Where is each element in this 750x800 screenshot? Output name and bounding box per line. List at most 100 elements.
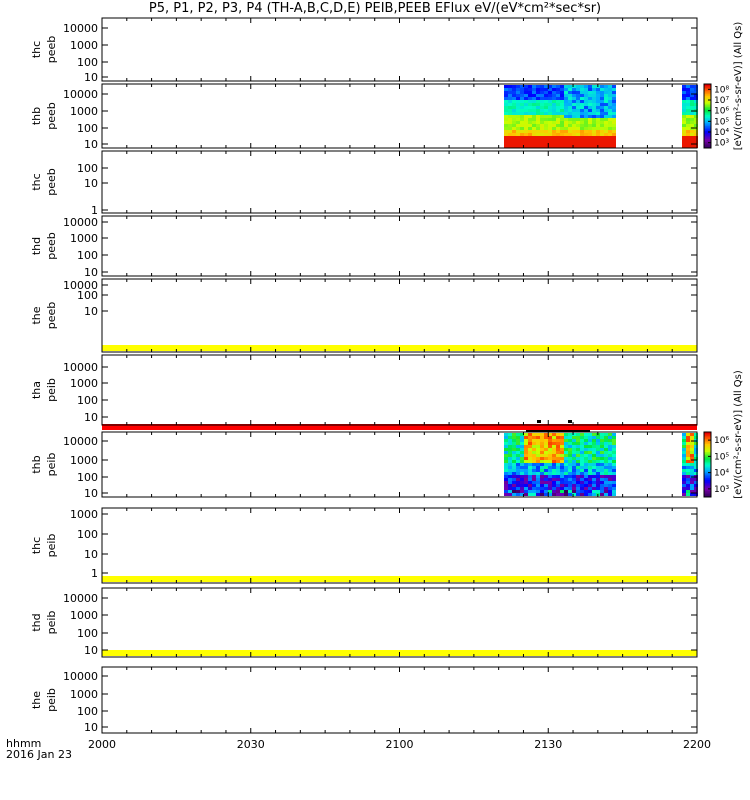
spectrogram-cell [540,133,544,136]
spectrogram-cell [682,94,686,97]
spectrogram-cell [592,145,596,148]
spectrogram-cell [576,136,580,139]
spectrogram-cell [694,466,698,469]
spectrogram-cell [520,493,524,496]
spectrogram-cell [694,463,698,466]
spectrogram-cell [604,118,608,121]
spectrogram-cell [612,460,616,463]
spectrogram-cell [532,127,536,130]
y-tick-label: 100 [77,249,98,262]
spectrogram-cell [532,118,536,121]
spectrogram-cell [540,94,544,97]
spectrogram-cell [524,442,528,445]
spectrogram-cell [682,436,686,439]
spectrogram-cell [584,130,588,133]
spectrogram-cell [584,139,588,142]
spectrogram-cell [576,463,580,466]
spectrogram-cell [508,490,512,493]
spectrogram-cell [532,85,536,88]
spectrogram-cell [596,472,600,475]
spectrogram-cell [560,139,564,142]
spectrogram-cell [528,454,532,457]
spectrogram-cell [580,115,584,118]
spectrogram-cell [552,436,556,439]
spectrogram-cell [568,133,572,136]
spectrogram-cell [552,97,556,100]
spectrogram-cell [556,448,560,451]
spectrogram-cell [540,442,544,445]
spectrogram-cell [524,106,528,109]
spectrogram-cell [604,451,608,454]
spectrogram-cell [548,109,552,112]
spectrogram-cell [572,130,576,133]
spectrogram-cell [596,121,600,124]
spectrogram-cell [560,463,564,466]
spectrogram-cell [532,94,536,97]
spectrogram-cell [556,472,560,475]
panel-label-product: peib [45,378,58,402]
spectrogram-cell [556,136,560,139]
spectrogram-cell [520,139,524,142]
spectrogram-cell [508,88,512,91]
spectrogram-cell [552,133,556,136]
spectrogram-cell [596,475,600,478]
spectrogram-cell [532,130,536,133]
spectrogram-cell [508,103,512,106]
spectrogram-cell [604,139,608,142]
spectrogram-cell [564,85,568,88]
spectrogram-cell [512,484,516,487]
spectrogram-cell [604,469,608,472]
spectrogram-cell [568,493,572,496]
spectrogram-cell [584,145,588,148]
panel-label-product: peib [45,534,58,558]
y-tick-label: 100 [77,471,98,484]
spectrogram-cell [564,139,568,142]
spectrogram-cell [556,124,560,127]
spectrogram-cell [532,109,536,112]
spectrogram-cell [682,91,686,94]
spectrogram-cell [544,109,548,112]
spectrogram-cell [600,478,604,481]
spectrogram-cell [572,478,576,481]
spectrogram-cell [536,481,540,484]
colorbar-cell [704,471,711,474]
spectrogram-cell [592,121,596,124]
spectrogram-cell [564,484,568,487]
spectrogram-cell [584,94,588,97]
spectrogram-cell [520,85,524,88]
spectrogram-cell [608,112,612,115]
spectrogram-cell [572,121,576,124]
spectrogram-cell [686,106,690,109]
spectrogram-cell [596,490,600,493]
spectrogram-cell [584,460,588,463]
spectrogram-cell [512,109,516,112]
spectrogram-cell [508,145,512,148]
spectrogram-cell [512,121,516,124]
spectrogram-cell [564,490,568,493]
spectrogram-cell [682,442,686,445]
colorbar-cell [704,446,711,449]
spectrogram-cell [504,124,508,127]
spectrogram-cell [604,475,608,478]
spectrogram-cell [572,109,576,112]
spectrogram-cell [584,115,588,118]
spectrogram-cell [686,127,690,130]
spectrogram-cell [580,442,584,445]
spectrogram-cell [504,133,508,136]
spectrogram-cell [520,124,524,127]
spectrogram-panel-4 [101,215,698,277]
spectrogram-cell [552,94,556,97]
spectrogram-cell [592,472,596,475]
spectrogram-cell [572,484,576,487]
colorbar-cell [704,474,711,477]
spectrogram-cell [508,451,512,454]
colorbar-cell [704,130,711,133]
spectrogram-cell [584,469,588,472]
spectrogram-cell [690,460,694,463]
spectrogram-cell [686,442,690,445]
spectrogram-cell [564,106,568,109]
spectrogram-cell [532,106,536,109]
spectrogram-cell [552,91,556,94]
spectrogram-cell [686,142,690,145]
spectrogram-cell [604,85,608,88]
